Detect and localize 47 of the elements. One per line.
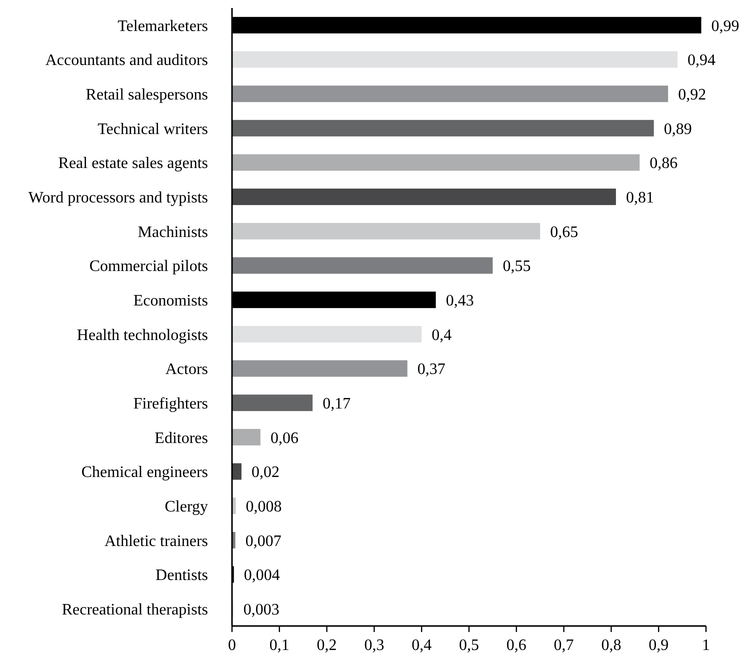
y-tick-label: Machinists bbox=[138, 224, 208, 241]
y-tick-label: Clergy bbox=[164, 498, 208, 516]
y-tick-label: Word processors and typists bbox=[28, 189, 208, 206]
y-tick-label: Technical writers bbox=[98, 120, 208, 138]
x-tick-label: 0,4 bbox=[412, 637, 432, 654]
x-tick-label: 0,9 bbox=[648, 637, 669, 654]
x-tick-label: 1 bbox=[702, 637, 710, 654]
x-tick-label: 0,8 bbox=[601, 637, 622, 654]
y-tick-label: Economists bbox=[133, 292, 208, 310]
y-tick-label: Health technologists bbox=[76, 326, 208, 344]
data-label: 0,37 bbox=[417, 361, 446, 378]
y-tick-label: Firefighters bbox=[133, 395, 208, 412]
x-tick-label: 0,2 bbox=[316, 637, 337, 654]
x-tick-label: 0,3 bbox=[364, 637, 384, 654]
data-label: 0,02 bbox=[251, 464, 280, 482]
data-label: 0,004 bbox=[244, 567, 280, 584]
y-tick-label: Accountants and auditors bbox=[45, 52, 208, 70]
x-tick-label: 0,1 bbox=[269, 637, 290, 654]
data-label: 0,94 bbox=[688, 52, 716, 70]
y-tick-label: Telemarketers bbox=[118, 18, 208, 35]
data-label: 0,65 bbox=[550, 224, 578, 241]
data-label: 0,99 bbox=[711, 18, 740, 35]
y-tick-label: Chemical engineers bbox=[81, 464, 208, 482]
data-label: 0,007 bbox=[245, 532, 282, 550]
y-tick-label: Recreational therapists bbox=[62, 601, 208, 618]
data-label: 0,008 bbox=[246, 498, 282, 516]
y-tick-label: Editores bbox=[154, 430, 208, 447]
data-label: 0,86 bbox=[650, 155, 678, 172]
x-tick-label: 0,6 bbox=[506, 637, 526, 654]
data-label: 0,92 bbox=[678, 86, 706, 104]
data-label: 0,43 bbox=[446, 292, 474, 310]
data-label: 0,17 bbox=[322, 395, 351, 412]
y-tick-label: Commercial pilots bbox=[89, 258, 208, 276]
y-tick-label: Real estate sales agents bbox=[58, 155, 208, 172]
x-tick-label: 0 bbox=[228, 637, 236, 654]
y-tick-label: Athletic trainers bbox=[104, 532, 208, 550]
y-tick-label: Retail salespersons bbox=[86, 86, 208, 104]
data-label: 0,003 bbox=[243, 601, 280, 618]
data-label: 0,4 bbox=[432, 326, 452, 344]
data-label: 0,89 bbox=[664, 120, 692, 138]
data-label: 0,81 bbox=[626, 189, 654, 206]
x-tick-label: 0,5 bbox=[459, 637, 479, 654]
data-label: 0,55 bbox=[502, 258, 531, 276]
x-tick-label: 0,7 bbox=[554, 637, 574, 654]
y-tick-label: Dentists bbox=[156, 567, 208, 584]
data-label: 0,06 bbox=[270, 430, 298, 447]
y-tick-label: Actors bbox=[165, 361, 208, 378]
